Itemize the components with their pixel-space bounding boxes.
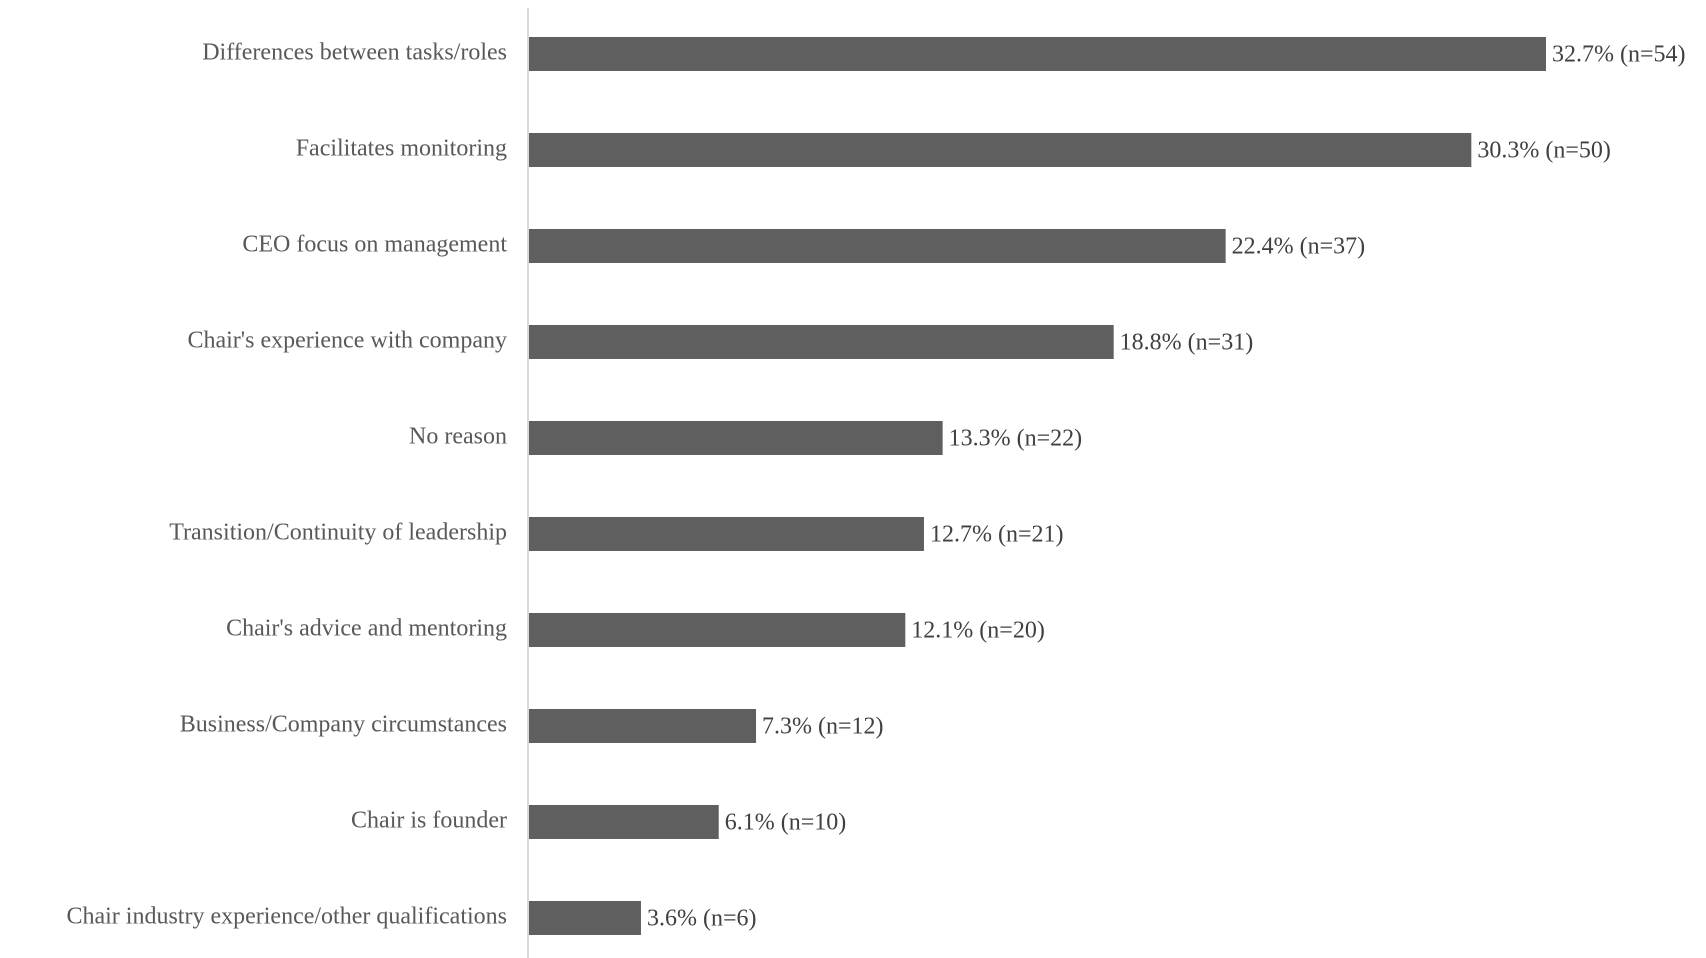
bar: [529, 325, 1114, 359]
bar: [529, 613, 906, 647]
data-labels: 32.7% (n=54) 30.3% (n=50) 22.4% (n=37) 18.8…: [647, 42, 1686, 932]
bar: [529, 805, 719, 839]
category-label: No reason: [409, 424, 507, 450]
data-label: 6.1% (n=10): [725, 810, 847, 836]
category-label: Chair's advice and mentoring: [226, 616, 507, 642]
data-label: 3.6% (n=6): [647, 906, 757, 932]
category-label: Chair industry experience/other qualific…: [66, 904, 507, 930]
bar: [529, 709, 757, 743]
bar: [529, 37, 1546, 71]
data-label: 13.3% (n=22): [949, 426, 1083, 452]
data-label: 7.3% (n=12): [762, 714, 884, 740]
category-label: Business/Company circumstances: [180, 712, 507, 738]
data-label: 32.7% (n=54): [1552, 42, 1686, 68]
category-label: Chair is founder: [351, 808, 507, 834]
category-label: CEO focus on management: [242, 232, 507, 258]
category-label: Transition/Continuity of leadership: [169, 520, 507, 546]
bar: [529, 133, 1472, 167]
data-label: 22.4% (n=37): [1232, 234, 1366, 260]
category-label: Facilitates monitoring: [296, 136, 507, 162]
category-labels: Differences between tasks/roles Facilitat…: [66, 40, 507, 930]
data-label: 12.7% (n=21): [930, 522, 1064, 548]
bars-group: [529, 37, 1546, 935]
category-label: Differences between tasks/roles: [202, 40, 507, 66]
data-label: 30.3% (n=50): [1477, 138, 1611, 164]
bar: [529, 229, 1226, 263]
category-label: Chair's experience with company: [187, 328, 507, 354]
bar: [529, 517, 924, 551]
data-label: 12.1% (n=20): [911, 618, 1045, 644]
bar: [529, 421, 943, 455]
bar: [529, 901, 641, 935]
data-label: 18.8% (n=31): [1120, 330, 1254, 356]
